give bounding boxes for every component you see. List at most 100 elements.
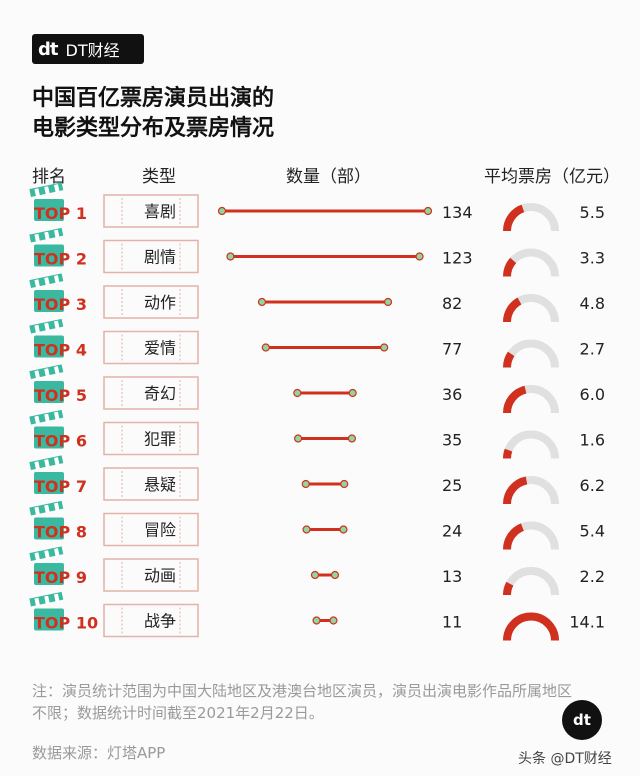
ticket-frame xyxy=(103,194,199,228)
avg-value: 5.5 xyxy=(580,203,605,222)
clapperboard-icon xyxy=(29,455,64,494)
title-line-1: 中国百亿票房演员出演的 xyxy=(32,86,275,111)
genre-label: 奇幻 xyxy=(144,384,176,403)
chart-row: TOP 4 爱情 77 2.7 xyxy=(29,318,605,368)
count-bar-endpoint xyxy=(329,616,338,625)
clapperboard-icon xyxy=(29,227,64,267)
brand-badge: dt xyxy=(562,700,602,740)
ticket-frame xyxy=(103,603,199,638)
credit-text: 头条 @DT财经 xyxy=(518,751,612,767)
rank-label: TOP 2 xyxy=(34,250,87,269)
gauge-fill xyxy=(503,385,527,414)
chart-row: TOP 2 剧情 123 3.3 xyxy=(29,227,605,277)
footnote: 注：演员统计范围为中国大陆地区及港澳台地区演员，演员出演电影作品所属地区不限；数… xyxy=(32,682,573,722)
header-type: 类型 xyxy=(142,167,176,187)
count-bar-endpoint xyxy=(383,297,393,307)
count-value: 24 xyxy=(442,522,462,541)
ticket-frame xyxy=(103,421,199,456)
count-bar-endpoint xyxy=(380,343,389,352)
genre-label: 动画 xyxy=(144,566,176,585)
count-value: 25 xyxy=(442,476,462,495)
chart-row: TOP 7 悬疑 25 6.2 xyxy=(29,455,605,505)
count-bar-endpoint xyxy=(339,525,348,534)
chart-row: TOP 1 喜剧 134 5.5 xyxy=(29,182,605,232)
count-bar-endpoint xyxy=(347,434,357,443)
ticket-frame xyxy=(103,376,199,410)
chart-row: TOP 9 动画 13 2.2 xyxy=(29,546,605,596)
count-value: 36 xyxy=(442,385,462,404)
count-bar-endpoint xyxy=(293,434,303,443)
count-value: 11 xyxy=(442,613,462,632)
clapperboard-icon xyxy=(29,364,64,403)
chart-row: TOP 10 战争 11 14.1 xyxy=(29,591,605,641)
genre-label: 剧情 xyxy=(144,248,176,267)
rank-label: TOP 8 xyxy=(34,523,87,542)
count-value: 82 xyxy=(442,294,462,313)
avg-value: 6.0 xyxy=(580,385,605,404)
count-bar-endpoint xyxy=(226,252,235,261)
gauge-track xyxy=(503,339,559,368)
genre-label: 冒险 xyxy=(144,521,176,540)
header-count: 数量（部） xyxy=(286,167,371,187)
genre-label: 战争 xyxy=(144,612,176,631)
chart-row: TOP 8 冒险 24 5.4 xyxy=(29,500,605,550)
avg-value: 1.6 xyxy=(580,431,605,450)
count-bar-endpoint xyxy=(301,479,310,489)
genre-label: 动作 xyxy=(144,293,176,312)
avg-value: 5.4 xyxy=(580,522,605,541)
ticket-frame xyxy=(103,512,199,547)
rank-label: TOP 7 xyxy=(34,477,87,496)
gauge-fill xyxy=(503,297,522,323)
chart-row: TOP 6 犯罪 35 1.6 xyxy=(29,409,605,459)
clapperboard-icon xyxy=(29,500,64,540)
count-bar-endpoint xyxy=(310,570,320,580)
chart-row: TOP 3 动作 82 4.8 xyxy=(29,273,605,323)
genre-label: 犯罪 xyxy=(144,430,176,449)
brand-name: DT财经 xyxy=(65,41,120,60)
clapperboard-icon xyxy=(29,591,64,631)
rank-label: TOP 5 xyxy=(34,386,87,405)
genre-label: 悬疑 xyxy=(144,475,176,494)
ticket-frame xyxy=(103,558,199,592)
data-source: 数据来源：灯塔APP xyxy=(32,744,166,762)
count-bar-endpoint xyxy=(293,388,302,398)
clapperboard-icon xyxy=(29,273,64,312)
clapperboard-icon xyxy=(29,546,64,585)
rank-label: TOP 3 xyxy=(34,295,87,314)
genre-label: 喜剧 xyxy=(144,202,176,221)
gauge-track xyxy=(503,430,559,459)
ticket-frame xyxy=(103,330,199,365)
avg-value: 2.7 xyxy=(580,340,605,359)
brand-mark: dt xyxy=(38,38,58,60)
chart-row: TOP 5 奇幻 36 6.0 xyxy=(29,364,605,414)
clapperboard-icon xyxy=(29,318,64,358)
avg-value: 6.2 xyxy=(580,476,605,495)
avg-value: 4.8 xyxy=(580,294,605,313)
clapperboard-icon xyxy=(29,182,64,221)
count-value: 77 xyxy=(442,340,462,359)
count-bar-endpoint xyxy=(312,616,321,625)
count-bar-endpoint xyxy=(348,388,357,398)
rank-label: TOP 10 xyxy=(34,614,98,633)
gauge-fill xyxy=(503,523,525,550)
gauge-fill xyxy=(503,257,517,277)
avg-value: 2.2 xyxy=(580,567,605,586)
count-value: 35 xyxy=(442,431,462,450)
count-bar-endpoint xyxy=(302,525,311,534)
clapperboard-icon xyxy=(29,409,64,449)
ticket-frame xyxy=(103,467,199,501)
header-avg: 平均票房（亿元） xyxy=(484,167,620,187)
count-value: 123 xyxy=(442,249,473,268)
avg-value: 14.1 xyxy=(569,613,605,632)
brand-logo: dt DT财经 xyxy=(32,34,144,64)
count-bar-endpoint xyxy=(415,252,424,261)
ticket-frame xyxy=(103,285,199,319)
count-bar-endpoint xyxy=(217,206,227,216)
genre-label: 爱情 xyxy=(144,339,176,358)
gauge-fill xyxy=(503,204,525,232)
rank-label: TOP 1 xyxy=(34,204,87,223)
count-value: 13 xyxy=(442,567,462,586)
gauge-fill xyxy=(503,351,515,368)
rank-label: TOP 4 xyxy=(34,341,87,360)
